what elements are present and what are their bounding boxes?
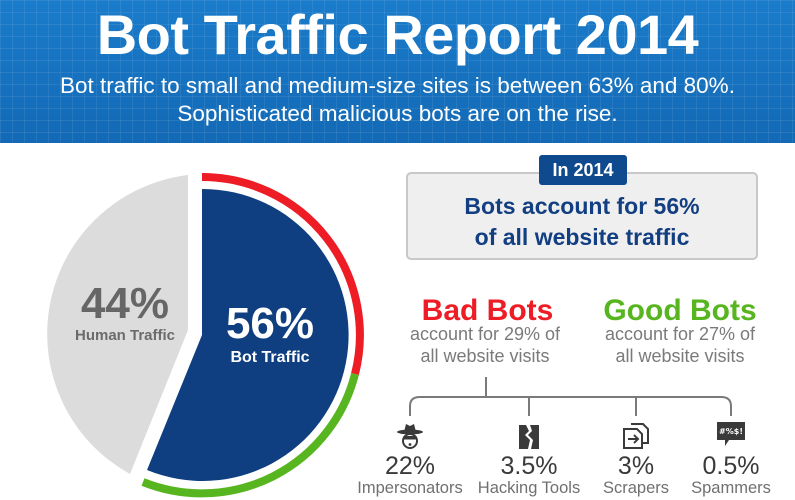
bot-traffic-label: Bot Traffic [230, 349, 310, 366]
scrapers-label: Scrapers [602, 479, 670, 497]
human-traffic-percent: 44% [80, 279, 170, 328]
subtitle-line-1: Bot traffic to small and medium-size sit… [60, 73, 735, 98]
good-bots-desc-line-2: all website visits [615, 346, 745, 366]
bot-traffic-percent: 56% [225, 299, 315, 348]
svg-text:#%$!: #%$! [719, 427, 743, 436]
bad-bots-description: account for 29% of all website visits [395, 323, 575, 367]
bot-traffic-slice [147, 188, 349, 481]
breakdown-item-scrapers: 3% Scrapers [581, 420, 691, 497]
bad-bots-title: Bad Bots [421, 294, 554, 327]
good-bots-title: Good Bots [603, 294, 757, 327]
callout-line-1: Bots account for 56% [464, 193, 700, 219]
spy-icon [397, 424, 423, 449]
impersonators-percent: 22% [384, 452, 436, 480]
traffic-pie-chart [47, 173, 364, 498]
year-badge: In 2014 [539, 155, 627, 185]
breakdown-item-impersonators: 22% Impersonators [355, 420, 465, 497]
bad-bots-desc-line-2: all website visits [420, 346, 550, 366]
scrapers-percent: 3% [617, 452, 655, 480]
spammers-label: Spammers [691, 479, 771, 497]
copy-export-icon [623, 423, 649, 449]
good-bots-ring [141, 373, 359, 498]
breakdown-item-hacking-tools: 3.5% Hacking Tools [474, 420, 584, 497]
cracked-tool-icon [519, 425, 539, 449]
breakdown-item-spammers: #%$! 0.5% Spammers [676, 420, 786, 497]
good-bots-description: account for 27% of all website visits [590, 323, 770, 367]
summary-callout-text: Bots account for 56% of all website traf… [406, 191, 758, 253]
hacking-tools-percent: 3.5% [500, 452, 558, 480]
header-banner: Bot Traffic Report 2014 Bot traffic to s… [0, 0, 795, 143]
callout-line-2: of all website traffic [474, 224, 690, 250]
spam-speech-bubble-icon: #%$! [717, 422, 745, 446]
subtitle-line-2: Sophisticated malicious bots are on the … [177, 101, 618, 126]
page-subtitle: Bot traffic to small and medium-size sit… [0, 72, 795, 128]
hacking-tools-label: Hacking Tools [477, 479, 581, 497]
summary-callout-box [406, 172, 758, 260]
human-traffic-slice [47, 175, 188, 474]
bad-bots-desc-line-1: account for 29% of [409, 324, 561, 344]
human-traffic-label: Human Traffic [74, 327, 176, 344]
page-title: Bot Traffic Report 2014 [96, 3, 699, 66]
good-bots-desc-line-1: account for 27% of [604, 324, 756, 344]
impersonators-label: Impersonators [357, 479, 463, 497]
bad-bots-ring [201, 173, 364, 375]
spammers-percent: 0.5% [702, 452, 760, 480]
